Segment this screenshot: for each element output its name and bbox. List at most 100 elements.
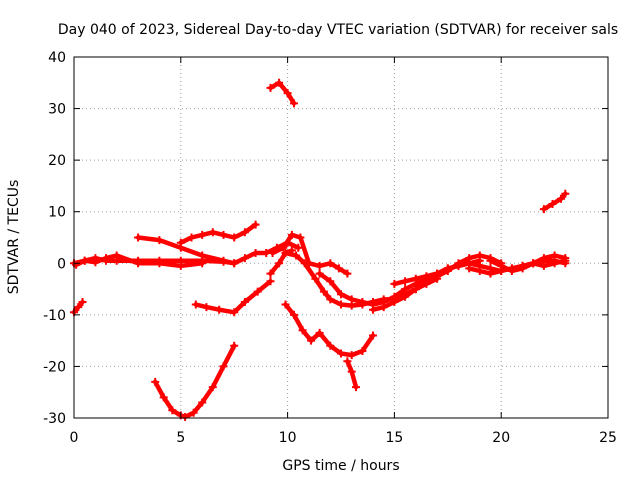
data-point (187, 233, 196, 242)
data-point (443, 264, 452, 273)
x-tick-label: 20 (492, 430, 510, 446)
data-point (561, 189, 570, 198)
series-track-10 (268, 230, 352, 278)
data-point (80, 256, 89, 265)
data-point (411, 274, 420, 283)
data-point (358, 298, 367, 306)
data-point (230, 341, 239, 350)
data-point (347, 367, 356, 376)
data-point (198, 398, 207, 407)
data-point (168, 406, 177, 415)
series-line (283, 302, 376, 358)
x-tick-label: 25 (599, 430, 617, 446)
data-point (275, 78, 284, 87)
data-point (296, 233, 305, 242)
data-point (251, 249, 260, 257)
data-point (275, 259, 284, 268)
data-point (433, 269, 442, 278)
chart-title: Day 040 of 2023, Sidereal Day-to-day VTE… (58, 22, 618, 38)
series-track-19 (539, 189, 570, 214)
data-point (326, 341, 335, 350)
data-point (390, 298, 399, 306)
data-point (283, 89, 292, 98)
data-point (279, 243, 288, 252)
data-point (155, 236, 164, 245)
data-point (230, 233, 239, 242)
data-point (343, 269, 352, 278)
data-point (557, 194, 565, 203)
data-point (240, 228, 249, 237)
data-point (151, 377, 160, 386)
plot-frame (73, 56, 609, 419)
data-point (486, 256, 495, 265)
data-point (253, 287, 262, 296)
data-point (176, 261, 185, 270)
data-point (550, 251, 559, 260)
x-tick-label: 5 (176, 430, 185, 446)
data-point (539, 205, 548, 214)
data-point (550, 259, 559, 268)
data-point (134, 233, 143, 242)
data-point (337, 349, 345, 358)
data-series (70, 78, 570, 421)
data-point (347, 351, 356, 360)
data-point (208, 228, 217, 237)
y-tick-label: 30 (48, 102, 66, 118)
data-point (240, 254, 249, 263)
data-point (230, 259, 239, 268)
data-point (311, 274, 320, 283)
data-point (176, 238, 185, 247)
data-point (369, 305, 377, 314)
data-point (454, 261, 463, 270)
data-point (315, 261, 324, 270)
x-tick-label: 0 (70, 430, 79, 446)
data-point (102, 254, 110, 263)
data-point (198, 251, 207, 260)
data-point (155, 259, 164, 268)
series-track-02 (72, 251, 207, 270)
data-point (352, 383, 360, 392)
series-track-09 (266, 78, 298, 108)
y-tick-label: -30 (43, 411, 66, 427)
data-point (78, 298, 87, 306)
data-point (300, 259, 309, 268)
series-track-05 (176, 220, 260, 247)
data-point (334, 264, 343, 273)
data-point (465, 264, 474, 273)
series-track-07 (191, 277, 275, 317)
data-point (219, 230, 228, 239)
data-point (548, 200, 557, 208)
data-point (497, 261, 506, 270)
series-line (466, 253, 568, 276)
data-point (219, 256, 228, 265)
data-point (411, 285, 420, 294)
data-point (561, 256, 570, 265)
data-point (219, 362, 228, 371)
data-point (198, 259, 207, 268)
data-point (202, 303, 211, 312)
data-point (486, 269, 495, 278)
data-point (326, 277, 335, 286)
data-point (251, 220, 260, 229)
data-point (189, 408, 198, 417)
data-point (72, 260, 81, 269)
data-point (266, 277, 275, 286)
series-track-12 (281, 300, 377, 360)
data-point (518, 264, 527, 273)
data-point (292, 251, 301, 260)
x-axis-label: GPS time / hours (282, 458, 399, 474)
data-point (529, 259, 538, 268)
series-track-06 (151, 341, 239, 421)
data-point (475, 267, 484, 275)
y-tick-label: 40 (48, 50, 66, 66)
data-point (475, 251, 484, 260)
data-point (134, 259, 143, 268)
y-tick-label: 10 (48, 205, 66, 221)
data-point (112, 251, 121, 260)
data-point (266, 269, 275, 278)
axis-ticks: 0 5 10 15 20 25 -30 -20 -10 0 10 20 30 40 (43, 50, 617, 446)
data-point (91, 258, 100, 267)
data-point (287, 230, 296, 239)
series-line (541, 191, 568, 212)
